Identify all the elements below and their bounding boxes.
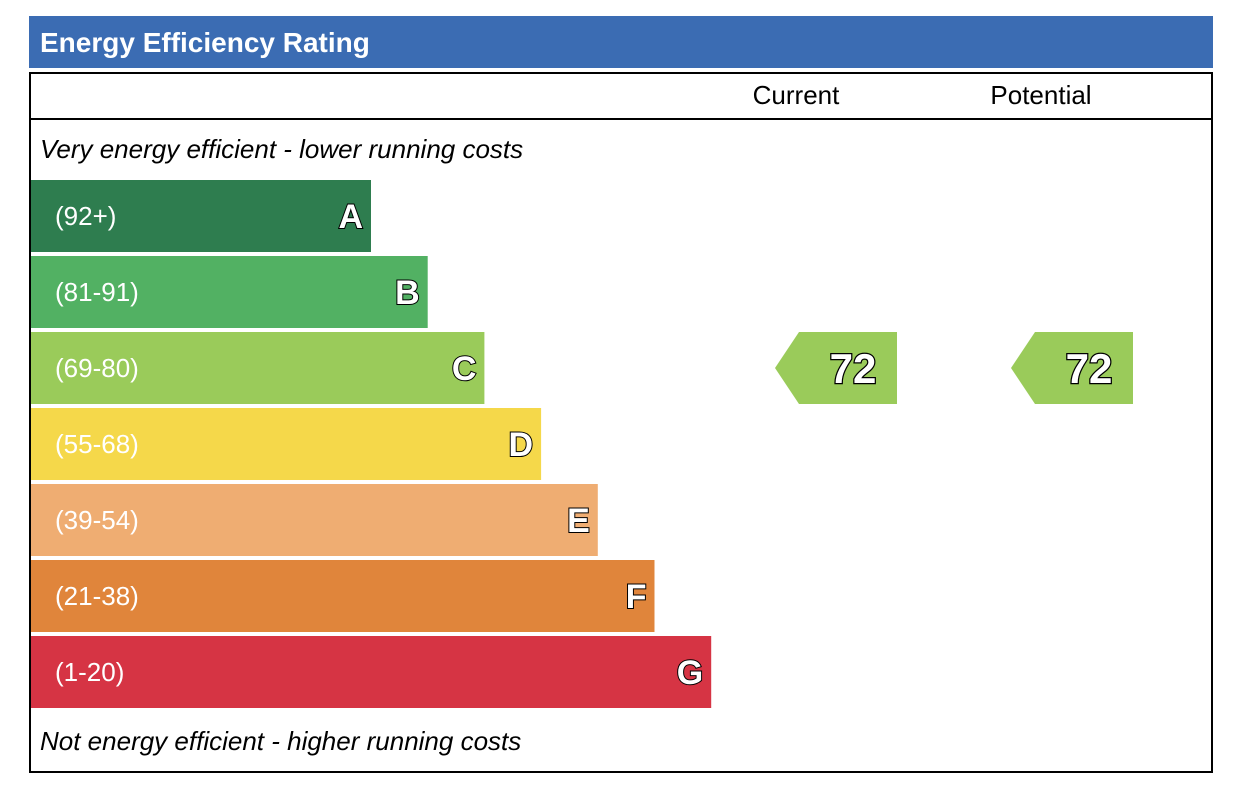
band-g-range: (1-20) (55, 657, 124, 687)
potential-column-header: Potential (990, 80, 1091, 110)
title-bar (29, 16, 1213, 68)
band-c-letter: C (452, 350, 477, 388)
band-a-range: (92+) (55, 201, 116, 231)
band-b-range: (81-91) (55, 277, 139, 307)
band-c-range: (69-80) (55, 353, 139, 383)
bottom-note: Not energy efficient - higher running co… (40, 726, 521, 756)
band-e-range: (39-54) (55, 505, 139, 535)
band-b-letter: B (395, 274, 420, 312)
band-b-bar (31, 256, 428, 328)
potential-rating-value: 72 (1066, 345, 1113, 392)
current-rating-arrow (775, 332, 897, 404)
band-e-letter: E (567, 502, 590, 540)
chart-frame (29, 72, 1213, 773)
current-rating-value: 72 (830, 345, 877, 392)
band-f-letter: F (626, 578, 647, 616)
rating-bands: (92+) A (81-91) B (69-80) C (55-68) D (39-54) E (2… (31, 180, 712, 708)
potential-rating-arrow (1011, 332, 1133, 404)
band-d-letter: D (509, 426, 534, 464)
band-c-bar (31, 332, 485, 404)
band-d-bar (31, 408, 542, 480)
band-f-bar (31, 560, 655, 632)
band-g-bar (31, 636, 712, 708)
band-a-bar (31, 180, 371, 252)
band-a-letter: A (338, 198, 363, 236)
current-column-header: Current (753, 80, 840, 110)
band-g-letter: G (677, 654, 703, 692)
top-note: Very energy efficient - lower running co… (40, 134, 523, 164)
chart-title: Energy Efficiency Rating (40, 27, 370, 58)
band-d-range: (55-68) (55, 429, 139, 459)
band-f-range: (21-38) (55, 581, 139, 611)
band-e-bar (31, 484, 598, 556)
rating-arrows: 72 72 (775, 332, 1133, 404)
